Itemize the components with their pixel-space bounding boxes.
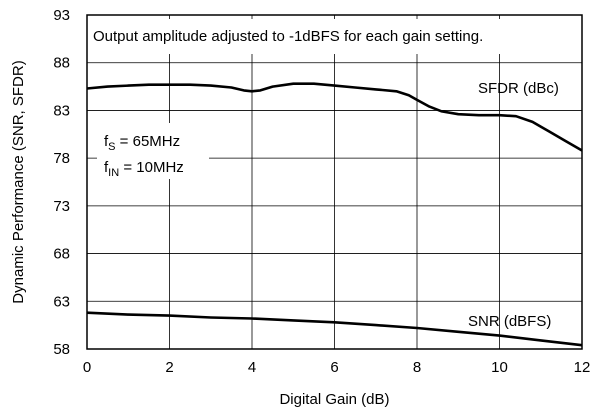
x-tick-label: 6 — [330, 359, 338, 376]
plot-frame — [86, 14, 583, 350]
series-label-snr: SNR (dBFS) — [468, 313, 551, 330]
y-tick-label: 68 — [53, 246, 70, 263]
grid — [87, 15, 582, 349]
snr-line — [86, 311, 583, 347]
x-tick-label: 2 — [165, 359, 173, 376]
y-axis-title: Dynamic Performance (SNR, SFDR) — [10, 60, 27, 303]
sfdr-line — [86, 82, 583, 152]
y-tick-label: 88 — [53, 55, 70, 72]
annotation-box — [90, 19, 579, 54]
fs-value: = 65MHz — [116, 133, 181, 150]
x-tick-label: 4 — [248, 359, 256, 376]
x-tick-label: 8 — [413, 359, 421, 376]
y-tick-label: 83 — [53, 102, 70, 119]
input-frequency-label: fIN = 10MHz — [104, 159, 184, 179]
fin-subscript: IN — [108, 167, 119, 179]
annotation-note: Output amplitude adjusted to -1dBFS for … — [93, 28, 483, 45]
x-axis-title: Digital Gain (dB) — [279, 391, 389, 408]
fs-subscript: S — [108, 141, 115, 153]
fs-symbol: f — [104, 133, 109, 150]
series — [86, 82, 583, 347]
x-tick-label: 0 — [83, 359, 91, 376]
conditions-box — [97, 123, 209, 179]
x-tick-label: 10 — [491, 359, 508, 376]
series-label-sfdr: SFDR (dBc) — [478, 80, 559, 97]
y-tick-label: 78 — [53, 150, 70, 167]
y-tick-label: 73 — [53, 198, 70, 215]
fin-value: = 10MHz — [119, 159, 184, 176]
sampling-frequency-label: fS = 65MHz — [104, 133, 180, 153]
y-tick-label: 63 — [53, 293, 70, 310]
fin-symbol: f — [104, 159, 109, 176]
x-tick-label: 12 — [574, 359, 591, 376]
y-tick-label: 93 — [53, 7, 70, 24]
y-tick-label: 58 — [53, 341, 70, 358]
